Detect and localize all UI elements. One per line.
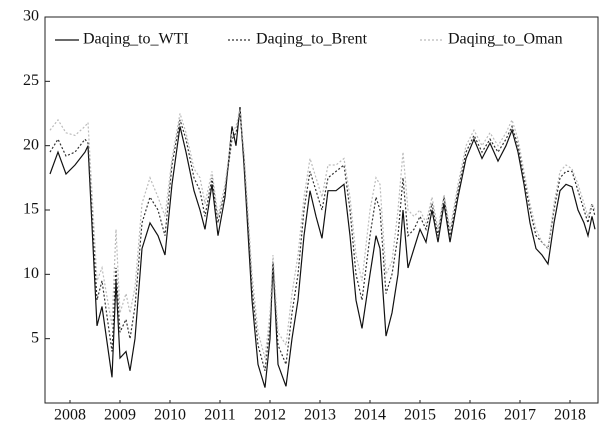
legend-label: Daqing_to_Brent — [256, 31, 368, 48]
y-tick-label: 10 — [23, 265, 39, 282]
x-tick-label: 2008 — [54, 407, 86, 424]
y-tick-label: 25 — [23, 72, 39, 89]
series-line — [49, 113, 596, 371]
series-line — [49, 107, 596, 388]
x-tick-label: 2017 — [504, 407, 536, 424]
legend-label: Daqing_to_Oman — [448, 31, 563, 48]
x-tick-label: 2009 — [104, 407, 136, 424]
series-line — [49, 109, 596, 359]
x-tick-label: 2014 — [354, 407, 386, 424]
y-tick-label: 15 — [23, 201, 39, 218]
x-tick-label: 2018 — [554, 407, 586, 424]
y-tick-label: 20 — [23, 136, 39, 153]
x-tick-label: 2012 — [254, 407, 286, 424]
x-tick-label: 2011 — [204, 407, 235, 424]
y-tick-label: 5 — [31, 329, 39, 346]
x-tick-label: 2016 — [454, 407, 486, 424]
x-tick-label: 2013 — [304, 407, 336, 424]
x-tick-label: 2010 — [154, 407, 186, 424]
x-tick-label: 2015 — [404, 407, 436, 424]
legend-label: Daqing_to_WTI — [83, 31, 189, 48]
y-tick-label: 30 — [23, 8, 39, 25]
